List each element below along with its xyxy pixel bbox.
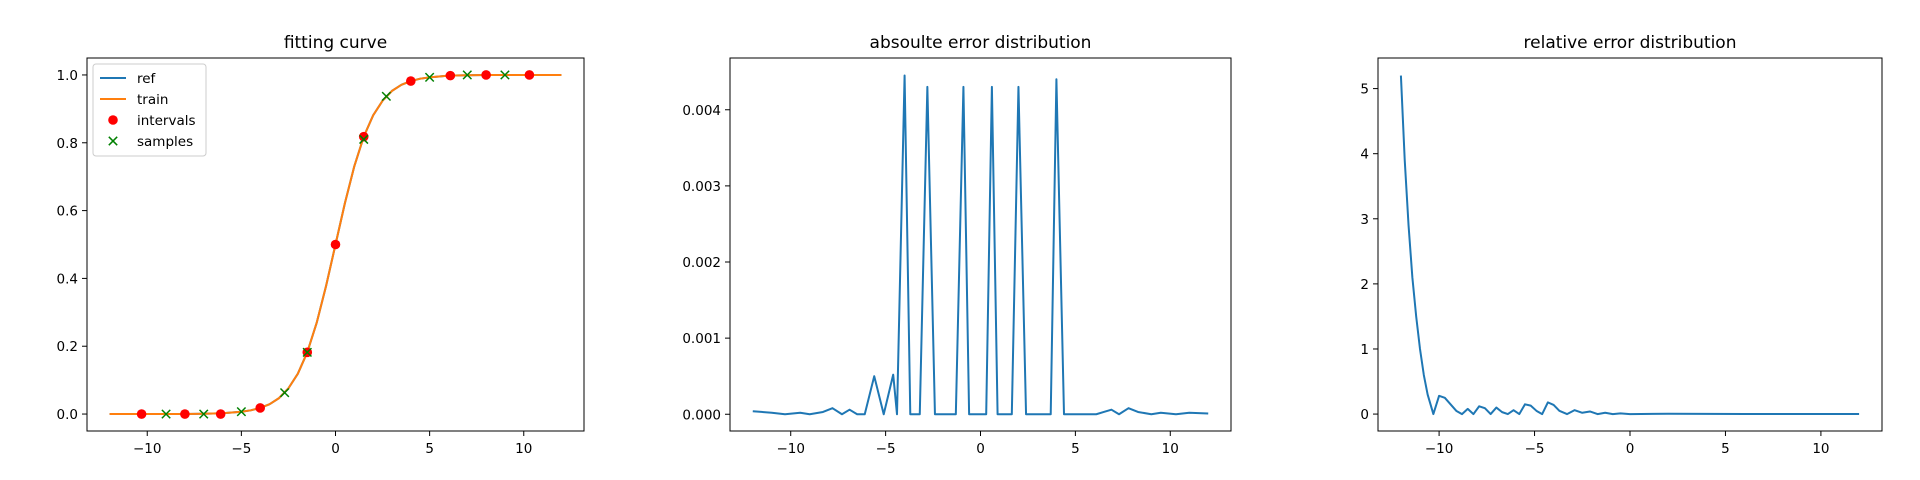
data-point-intervals bbox=[255, 403, 265, 413]
data-point-samples bbox=[500, 70, 510, 80]
y-tick-label: 0.004 bbox=[682, 103, 721, 119]
data-point-intervals bbox=[330, 239, 341, 250]
legend-swatch bbox=[108, 136, 118, 146]
x-tick-label: 0 bbox=[976, 441, 985, 457]
data-point-samples bbox=[462, 70, 473, 80]
data-point-samples bbox=[359, 134, 369, 145]
panel-absolute-error: absoulte error distribution −10 −5 0 5 10 0.0… bbox=[682, 33, 1232, 457]
legend-label: ref bbox=[137, 71, 157, 87]
data-point-samples bbox=[279, 387, 290, 398]
y-tick-label: 0.001 bbox=[682, 331, 721, 347]
legend-label: intervals bbox=[137, 113, 196, 129]
legend-entry-train: train bbox=[100, 92, 168, 108]
y-tick-label: 1.0 bbox=[57, 68, 78, 84]
data-point-intervals bbox=[406, 76, 416, 86]
y-tick-label: 4 bbox=[1360, 147, 1369, 163]
data-point-samples bbox=[381, 91, 392, 102]
plot-area: −10 −5 0 5 10 0 1 2 3 4 5 bbox=[1360, 57, 1883, 457]
data-point-intervals bbox=[215, 409, 226, 419]
y-tick-label: 0.003 bbox=[682, 179, 721, 195]
legend-entry-ref: ref bbox=[100, 71, 157, 87]
y-tick-label: 3 bbox=[1360, 212, 1369, 228]
marker-stroke bbox=[359, 134, 369, 145]
data-point-intervals bbox=[524, 70, 535, 80]
x-tick-label: 5 bbox=[1721, 441, 1730, 457]
panel-fitting-curve: fitting curve −10 −5 0 5 10 0.0 0.2 0.4 0.6 0.8 1.… bbox=[57, 33, 585, 457]
legend-label: samples bbox=[137, 134, 193, 150]
data-point-intervals bbox=[358, 131, 369, 142]
marker-stroke bbox=[424, 72, 435, 83]
marker-stroke bbox=[236, 406, 247, 417]
marker-stroke bbox=[500, 70, 510, 80]
y-tick-label: 1 bbox=[1360, 342, 1369, 358]
marker-stroke bbox=[462, 70, 473, 80]
data-point-intervals bbox=[445, 70, 456, 81]
legend-box bbox=[92, 63, 207, 157]
series-line-line-0 bbox=[1399, 75, 1860, 416]
panel-title: fitting curve bbox=[284, 33, 387, 53]
x-tick-label: −5 bbox=[876, 441, 896, 457]
y-tick-label: 0.2 bbox=[57, 339, 78, 355]
y-tick-label: 5 bbox=[1360, 82, 1369, 98]
marker-stroke bbox=[279, 387, 290, 398]
legend-swatch bbox=[108, 115, 118, 125]
marker-stroke bbox=[302, 347, 312, 358]
x-tick-label: 0 bbox=[331, 441, 340, 457]
x-tick-label: −10 bbox=[1425, 441, 1454, 457]
marker-stroke bbox=[381, 91, 392, 102]
data-point-intervals bbox=[481, 70, 491, 80]
x-tick-label: −10 bbox=[776, 441, 805, 457]
data-point-intervals bbox=[180, 409, 190, 419]
legend-label: train bbox=[137, 92, 168, 108]
y-tick-label: 2 bbox=[1360, 277, 1369, 293]
y-tick-label: 0.000 bbox=[682, 407, 721, 423]
x-tick-label: −5 bbox=[1525, 441, 1545, 457]
series-group bbox=[752, 74, 1209, 416]
legend-entry-intervals: intervals bbox=[108, 113, 196, 129]
y-tick-label: 0 bbox=[1360, 407, 1369, 423]
x-tick-label: 5 bbox=[1071, 441, 1080, 457]
panel-title: absoulte error distribution bbox=[870, 33, 1092, 53]
data-point-samples bbox=[198, 409, 209, 419]
y-tick-label: 0.0 bbox=[57, 407, 78, 423]
x-tick-label: 10 bbox=[1162, 441, 1179, 457]
data-point-samples bbox=[302, 347, 312, 358]
x-tick-label: 10 bbox=[515, 441, 532, 457]
panel-relative-error: relative error distribution −10 −5 0 5 10 0 1 2… bbox=[1360, 33, 1883, 457]
x-tick-label: −5 bbox=[231, 441, 251, 457]
y-tick-label: 0.6 bbox=[57, 204, 78, 220]
data-point-samples bbox=[236, 406, 247, 417]
plot-area: −10 −5 0 5 10 0.0 0.2 0.4 0.6 0.8 1.0 bbox=[57, 57, 585, 457]
legend: ref train intervals samples bbox=[92, 63, 207, 157]
x-tick-label: 0 bbox=[1626, 441, 1635, 457]
marker-stroke bbox=[161, 409, 171, 419]
marker-stroke bbox=[198, 409, 209, 419]
data-point-samples bbox=[424, 72, 435, 83]
x-tick-label: 5 bbox=[425, 441, 434, 457]
x-tick-label: 10 bbox=[1812, 441, 1829, 457]
series-group bbox=[1399, 75, 1860, 416]
y-tick-label: 0.002 bbox=[682, 255, 721, 271]
y-tick-label: 0.4 bbox=[57, 271, 78, 287]
series-group bbox=[109, 70, 562, 419]
x-tick-label: −10 bbox=[133, 441, 162, 457]
panel-title: relative error distribution bbox=[1524, 33, 1737, 53]
data-point-samples bbox=[161, 409, 171, 419]
series-line-line-0 bbox=[752, 74, 1209, 416]
legend-entry-samples: samples bbox=[108, 134, 193, 150]
y-tick-label: 0.8 bbox=[57, 136, 78, 152]
data-point-intervals bbox=[136, 409, 147, 419]
plot-area: −10 −5 0 5 10 0.000 0.001 0.002 0.003 0.004 bbox=[682, 57, 1232, 457]
